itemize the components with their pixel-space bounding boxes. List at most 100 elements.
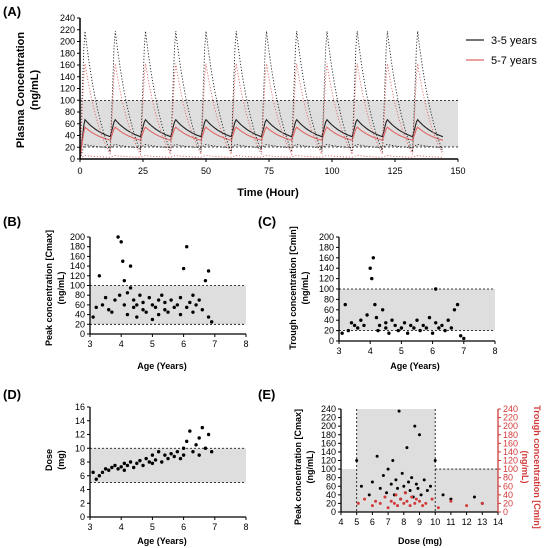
- panel-e-cmin-point: [436, 506, 440, 510]
- panel-b-data-point: [206, 315, 211, 319]
- panel-b-data-point: [181, 266, 186, 271]
- panel-b-data-point: [107, 308, 111, 312]
- panel-e-ytick-label: 220: [321, 413, 336, 423]
- panel-d-data-point: [181, 453, 186, 457]
- panel-c-ytick-label: 120: [319, 274, 334, 284]
- panel-c-ytick-label: 180: [319, 242, 334, 252]
- panel-e-cmin-point: [402, 501, 406, 505]
- panel-d-y-label-line1: Dose: [44, 449, 54, 471]
- panel-e-cmax-point: [408, 489, 412, 493]
- panel-c-data-point: [380, 308, 385, 312]
- panel-d-data-point: [113, 463, 117, 468]
- panel-b-data-point: [178, 295, 183, 300]
- panel-e-cmax-point: [359, 484, 363, 488]
- panel-d-ytick-label: 14: [75, 416, 85, 426]
- panel-d-data-point: [206, 432, 211, 437]
- panel-b-ytick-label: 60: [75, 300, 85, 310]
- panel-b-xtick-label: 5: [150, 339, 155, 349]
- panel-d-data-point: [163, 453, 167, 457]
- panel-a-ytick-label: 40: [65, 131, 75, 141]
- panel-b-ytick-label: 160: [70, 251, 85, 261]
- panel-e-cmin-point: [414, 497, 418, 501]
- panel-e-cmax-point: [441, 493, 445, 497]
- panel-e-cmax-point: [386, 467, 390, 471]
- panel-c-data-point: [374, 315, 379, 320]
- panel-c-data-point: [373, 302, 377, 307]
- panel-c-data-point: [376, 328, 380, 333]
- panel-b-data-point: [128, 264, 133, 268]
- panel-c-xtick-label: 6: [430, 346, 435, 356]
- panel-d-data-point: [200, 425, 205, 430]
- panel-e-cmax-point: [381, 474, 385, 478]
- panel-d-data-point: [141, 463, 145, 468]
- panel-c-data-point: [390, 318, 394, 322]
- panel-b-data-point: [147, 295, 151, 300]
- panel-e-cmax-point: [378, 486, 382, 490]
- panel-e-ytick-label: 40: [326, 490, 336, 500]
- panel-c-xtick-label: 7: [461, 346, 466, 356]
- panel-c-data-point: [421, 323, 425, 328]
- panel-e-right-ytick-label: 100: [503, 464, 518, 474]
- panel-b-data-point: [117, 293, 122, 297]
- panel-a-xtick-label: 100: [324, 166, 339, 176]
- panel-d-data-point: [97, 474, 102, 478]
- panel-a-shaded-range: [80, 100, 458, 147]
- panel-e-ytick-label: 100: [321, 464, 336, 474]
- panel-a-ytick-label: 240: [60, 13, 75, 23]
- panel-a-xtick-label: 125: [387, 166, 402, 176]
- panel-c-data-point: [402, 321, 407, 325]
- panel-c-data-point: [424, 326, 429, 330]
- panel-b-data-point: [122, 278, 127, 283]
- panel-a-series-group: [79, 31, 444, 160]
- panel-b-data-point: [153, 305, 158, 310]
- panel-b-data-point: [185, 305, 189, 310]
- panel-a-xtick-label: 150: [450, 166, 465, 176]
- panel-e-right-ytick-label: 80: [503, 473, 513, 483]
- panel-b-data-point: [191, 310, 195, 314]
- panel-d-ytick-label: 8: [80, 457, 85, 467]
- panel-b-data-point: [119, 240, 123, 244]
- panel-d-data-point: [110, 465, 114, 470]
- panel-d-data-point: [160, 460, 164, 464]
- panel-c-data-point: [352, 323, 357, 328]
- panel-b-data-point: [116, 235, 120, 239]
- panel-c-xtick-label: 5: [399, 346, 404, 356]
- panel-c-data-point: [371, 256, 376, 260]
- panel-e-cmax-point: [367, 493, 371, 497]
- panel-d-data-point: [100, 470, 105, 475]
- panel-e-cmin-point: [356, 501, 360, 505]
- panel-c-data-point: [393, 323, 397, 328]
- panel-b-xtick-label: 8: [243, 339, 248, 349]
- panel-d-data-point: [144, 456, 148, 461]
- panel-c-data-point: [443, 328, 447, 333]
- panel-c-data-point: [349, 321, 354, 325]
- panel-b-data-point: [156, 298, 161, 302]
- panel-d-data-point: [156, 449, 161, 454]
- panel-d-data-point: [150, 453, 155, 457]
- panel-d-xtick-label: 3: [87, 522, 92, 532]
- panel-d-ytick-label: 12: [75, 430, 85, 440]
- panel-a-label: (A): [3, 4, 21, 19]
- panel-e-cmax-point: [428, 484, 432, 488]
- panel-a-xtick-label: 50: [201, 166, 211, 176]
- panel-c-data-point: [455, 302, 460, 307]
- panel-e-right-ytick-label: 140: [503, 447, 518, 457]
- panel-c-data-point: [452, 308, 457, 312]
- panel-e-cmax-point: [391, 459, 395, 462]
- panel-b-data-point: [100, 303, 105, 307]
- panel-a-ytick-label: 180: [60, 48, 75, 58]
- panel-b-data-point: [135, 315, 139, 319]
- panel-c-data-point: [458, 334, 463, 338]
- panel-c-data-point: [370, 276, 374, 281]
- panel-b-data-point: [197, 298, 201, 302]
- panel-c-data-point: [415, 318, 419, 322]
- panel-d-plot: 0 2 4 6 8 10 12 14 16 3 4 5 6 7 8: [75, 402, 249, 532]
- panel-c-data-point: [343, 302, 347, 307]
- panel-e-cmin-point: [370, 504, 374, 508]
- panel-e-cmax-point: [425, 489, 429, 493]
- panel-e-cmin-point: [389, 499, 393, 503]
